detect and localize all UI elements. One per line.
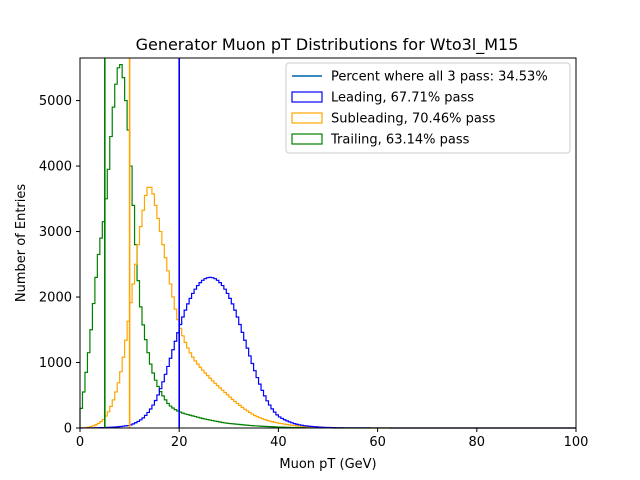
legend-entry-label: Trailing, 63.14% pass (330, 133, 470, 148)
legend-box-swatch (291, 133, 323, 145)
x-tick-label: 40 (270, 435, 287, 450)
legend-box-swatch (291, 91, 323, 103)
x-tick-label: 20 (171, 435, 188, 450)
y-tick-label: 5000 (39, 94, 72, 109)
legend-box-swatch (291, 112, 323, 124)
y-tick-label: 2000 (39, 291, 72, 306)
x-tick-label: 100 (564, 435, 589, 450)
y-tick-label: 0 (64, 422, 72, 437)
legend-entry-label: Percent where all 3 pass: 34.53% (331, 70, 548, 85)
y-tick-label: 4000 (39, 160, 72, 175)
y-tick-label: 1000 (39, 356, 72, 371)
y-axis-ticks: 0 1000 2000 3000 4000 5000 (39, 94, 80, 437)
x-axis-ticks: 0 20 40 60 80 100 (76, 428, 589, 450)
x-axis-label: Muon pT (GeV) (279, 457, 376, 472)
x-tick-label: 80 (469, 435, 486, 450)
legend-entry-label: Leading, 67.71% pass (331, 91, 474, 106)
y-tick-label: 3000 (39, 225, 72, 240)
x-tick-label: 0 (76, 435, 84, 450)
x-tick-label: 60 (369, 435, 386, 450)
chart-title: Generator Muon pT Distributions for Wto3… (136, 35, 519, 55)
plot-area: 0 20 40 60 80 100 0 1000 2000 3000 4000 5000 (39, 57, 589, 450)
legend-entry-label: Subleading, 70.46% pass (331, 112, 496, 127)
legend: Percent where all 3 pass: 34.53% Leading,… (285, 62, 571, 154)
legend-frame (285, 62, 571, 154)
threshold-lines (104, 58, 180, 428)
axes-frame (79, 57, 577, 429)
y-axis-label: Number of Entries (14, 184, 29, 303)
